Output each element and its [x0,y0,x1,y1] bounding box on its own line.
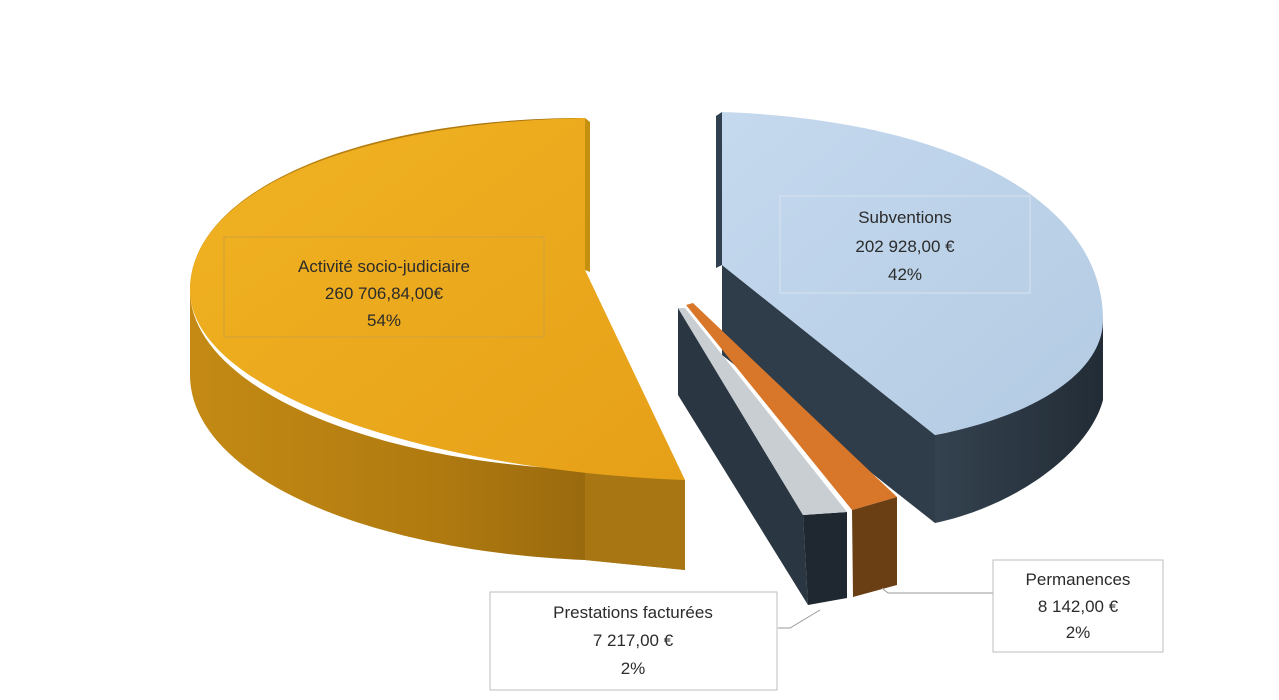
label-subventions-percent: 42% [888,265,922,284]
leader-line-prestations [778,609,821,629]
slice-prestations-left-face [678,308,808,605]
label-activite-amount: 260 706,84,00€ [325,284,444,303]
slice-subventions-left-face [722,265,935,523]
slice-activite-socio-judiciaire [190,118,685,570]
slice-activite-rim [585,118,590,272]
label-activite-socio-judiciaire: Activité socio-judiciaire 260 706,84,00€… [223,236,545,338]
label-permanences-name: Permanences [1026,570,1131,589]
leader-line-permanences [881,587,994,594]
slice-permanences [686,303,897,597]
label-activite-percent: 54% [367,311,401,330]
label-prestations-percent: 2% [621,659,646,678]
label-prestations-facturees: Prestations facturées 7 217,00 € 2% [489,591,778,691]
slice-prestations-facturees [678,308,847,605]
label-box-permanences [992,559,1164,653]
slice-subventions [716,112,1103,523]
slice-subventions-rim [716,112,722,268]
slice-prestations-front-face [803,512,847,605]
label-subventions: Subventions 202 928,00 € 42% [779,195,1031,294]
label-permanences-percent: 2% [1066,623,1091,642]
slice-activite-cut-face [585,470,685,570]
label-activite-name: Activité socio-judiciaire [298,257,470,276]
slice-permanences-front-face [852,497,897,597]
slice-prestations-top [678,308,847,515]
label-permanences-amount: 8 142,00 € [1038,597,1119,616]
label-subventions-name: Subventions [858,208,952,227]
label-prestations-name: Prestations facturées [553,603,713,622]
label-prestations-amount: 7 217,00 € [593,631,674,650]
label-box-activite [223,236,545,338]
slice-activite-top [190,118,685,480]
slice-permanences-top [686,303,897,510]
label-box-subventions [779,195,1031,294]
slice-subventions-top [722,112,1103,435]
label-permanences: Permanences 8 142,00 € 2% [992,559,1164,653]
label-box-prestations [489,591,778,691]
slice-subventions-side [935,320,1103,523]
label-subventions-amount: 202 928,00 € [855,237,955,256]
